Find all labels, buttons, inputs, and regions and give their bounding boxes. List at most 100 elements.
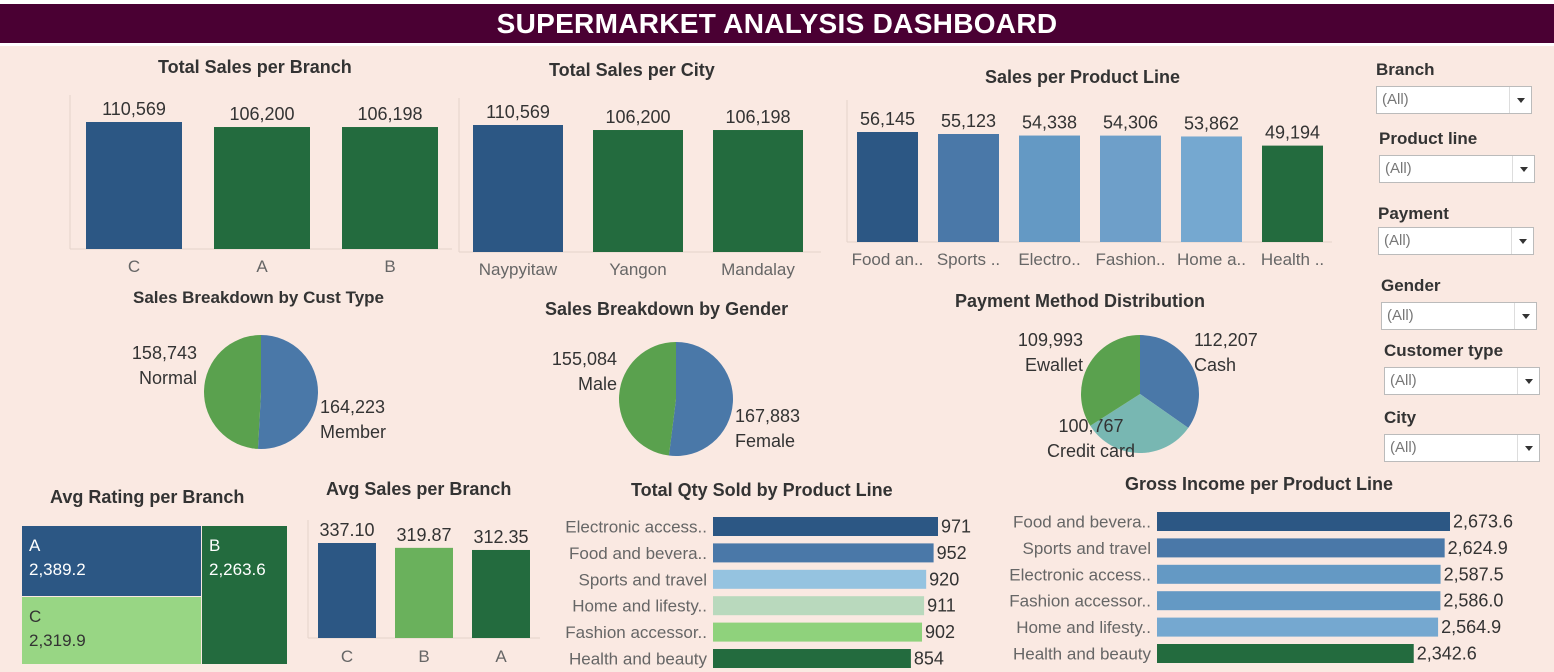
avgsales-bar-0	[318, 543, 376, 638]
custtype-slice-1	[204, 335, 261, 449]
income-category-1: Sports and travel	[1022, 539, 1151, 558]
income-category-4: Home and lifesty..	[1016, 618, 1151, 637]
filter-city-label: City	[1384, 408, 1417, 427]
treemap-cell-b[interactable]: B 2,263.6	[202, 526, 287, 664]
income-value-label-4: 2,564.9	[1441, 617, 1501, 637]
income-bar-4	[1157, 617, 1439, 637]
gender-slice-value-0: 167,883	[735, 406, 800, 426]
city-bar-2	[713, 130, 803, 252]
branch-chart-title: Total Sales per Branch	[158, 57, 352, 77]
treemap-cell-c[interactable]: C 2,319.9	[22, 597, 201, 664]
filter-payment-value: (All)	[1384, 232, 1411, 249]
product-bar-5	[1262, 145, 1323, 242]
filter-payment-dropdown[interactable]: (All)	[1378, 227, 1534, 255]
payment-slice-2	[1080, 335, 1140, 426]
custtype-slice-name-0: Member	[320, 422, 386, 442]
qty-category-5: Health and beauty	[569, 650, 707, 669]
gender-slice-name-0: Female	[735, 431, 795, 451]
product-bar-2	[1019, 135, 1080, 242]
income-category-3: Fashion accessor..	[1009, 592, 1151, 611]
avgsales-value-label-1: 319.87	[396, 525, 451, 545]
qty-value-label-1: 952	[937, 543, 967, 563]
treemap-cell-b-name: B	[209, 536, 221, 555]
qty-bar-2	[713, 569, 927, 589]
qty-category-2: Sports and travel	[578, 570, 707, 589]
branch-bar-2	[342, 127, 438, 249]
product-bar-1	[938, 134, 999, 242]
filter-customer-type-dropdown[interactable]: (All)	[1384, 367, 1540, 395]
qty-value-label-5: 854	[914, 649, 944, 669]
custtype-slice-name-1: Normal	[139, 368, 197, 388]
payment-slice-name-0: Cash	[1194, 355, 1236, 375]
city-value-label-1: 106,200	[605, 107, 670, 127]
qty-value-label-3: 911	[927, 596, 956, 616]
product-value-label-0: 56,145	[860, 109, 915, 129]
chevron-down-icon[interactable]	[1511, 228, 1533, 254]
branch-category-2: B	[384, 257, 395, 276]
income-value-label-3: 2,586.0	[1443, 591, 1503, 611]
product-value-label-5: 49,194	[1265, 123, 1320, 143]
treemap-cell-a[interactable]: A 2,389.2	[22, 526, 201, 596]
gender-slice-value-1: 155,084	[552, 349, 617, 369]
branch-category-0: C	[128, 257, 140, 276]
payment-chart-title: Payment Method Distribution	[955, 291, 1206, 311]
chevron-down-icon[interactable]	[1517, 435, 1539, 461]
product-value-label-3: 54,306	[1103, 113, 1158, 133]
product-category-2: Electro..	[1018, 250, 1080, 269]
city-bar-0	[473, 125, 563, 252]
filter-city-dropdown[interactable]: (All)	[1384, 434, 1540, 462]
qty-value-label-0: 971	[941, 517, 971, 537]
product-category-3: Fashion..	[1096, 250, 1166, 269]
chevron-down-icon[interactable]	[1509, 87, 1531, 113]
qty-value-label-2: 920	[929, 569, 959, 589]
gender-slice-0	[668, 342, 733, 456]
payment-slice-value-1: 100,767	[1058, 416, 1123, 436]
custtype-slice-0	[257, 335, 319, 450]
qty-category-1: Food and bevera..	[569, 544, 707, 563]
product-category-4: Home a..	[1177, 250, 1246, 269]
income-bar-3	[1157, 591, 1441, 611]
product-bar-3	[1100, 135, 1161, 242]
qty-category-3: Home and lifesty..	[572, 597, 707, 616]
custtype-slice-value-0: 164,223	[320, 397, 385, 417]
city-category-2: Mandalay	[721, 260, 795, 279]
gender-slice-name-1: Male	[578, 374, 617, 394]
product-chart-title: Sales per Product Line	[985, 67, 1181, 87]
filter-gender-dropdown[interactable]: (All)	[1381, 302, 1537, 330]
income-category-2: Electronic access..	[1009, 565, 1151, 584]
qty-bar-5	[713, 649, 911, 668]
chevron-down-icon[interactable]	[1517, 368, 1539, 394]
qty-bar-4	[713, 622, 923, 642]
product-bar-0	[857, 132, 918, 242]
treemap-cell-b-value: 2,263.6	[209, 560, 266, 579]
filter-customer-type-label: Customer type	[1384, 341, 1504, 360]
branch-bar-1	[214, 127, 310, 249]
chevron-down-icon[interactable]	[1512, 156, 1534, 182]
income-value-label-0: 2,673.6	[1453, 512, 1513, 532]
filter-product-line-dropdown[interactable]: (All)	[1379, 155, 1535, 183]
gender-slice-1	[619, 342, 676, 456]
chevron-down-icon[interactable]	[1514, 303, 1536, 329]
filter-branch-dropdown[interactable]: (All)	[1376, 86, 1532, 114]
payment-slice-0	[1140, 335, 1199, 428]
branch-category-1: A	[256, 257, 268, 276]
gender-chart-title: Sales Breakdown by Gender	[545, 299, 789, 319]
qty-value-label-4: 902	[925, 622, 955, 642]
avgsales-category-1: B	[418, 647, 429, 666]
rating-chart-title: Avg Rating per Branch	[50, 487, 245, 507]
avgsales-bar-1	[395, 547, 453, 638]
income-chart-title: Gross Income per Product Line	[1125, 474, 1394, 494]
city-bar-1	[593, 130, 683, 252]
custtype-chart-title: Sales Breakdown by Cust Type	[133, 288, 384, 307]
custtype-slice-value-1: 158,743	[132, 343, 197, 363]
city-value-label-0: 110,569	[486, 102, 550, 122]
payment-slice-value-0: 112,207	[1194, 330, 1258, 350]
avgsales-value-label-2: 312.35	[473, 527, 528, 547]
payment-slice-1	[1090, 394, 1189, 454]
treemap-cell-a-name: A	[29, 536, 41, 555]
filter-gender-value: (All)	[1387, 307, 1414, 324]
branch-value-label-1: 106,200	[229, 104, 294, 124]
income-bar-5	[1157, 644, 1414, 663]
product-category-5: Health ..	[1261, 250, 1324, 269]
